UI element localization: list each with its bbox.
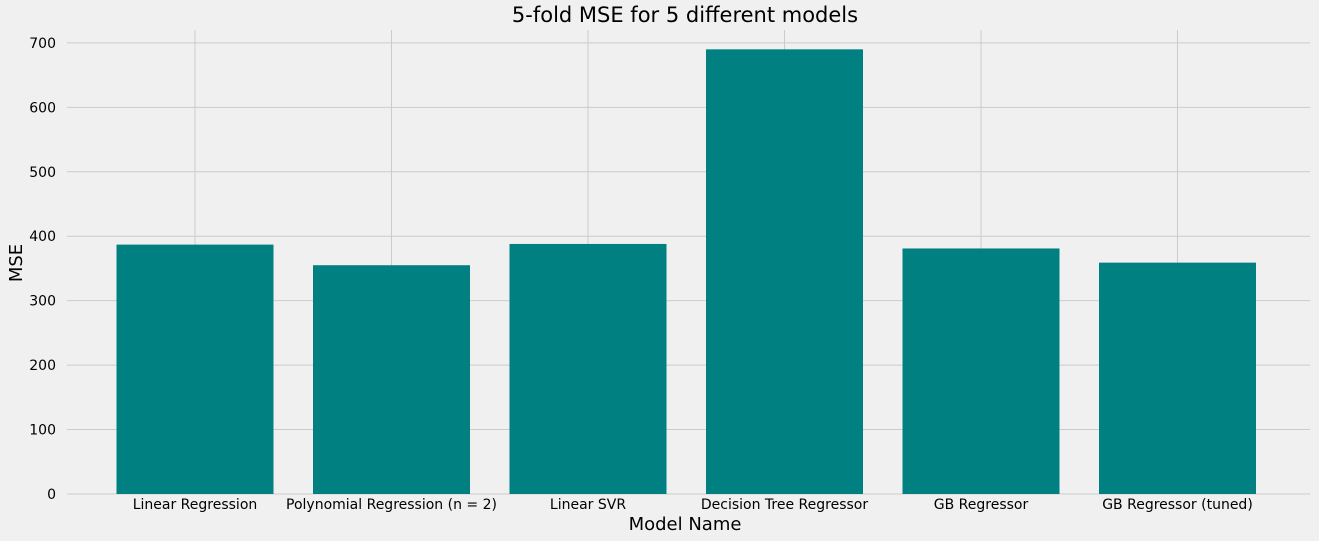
y-axis-label: MSE [6,244,27,282]
x-tick-label-1: Polynomial Regression (n = 2) [286,497,497,513]
y-tick-label-3: 300 [29,294,56,310]
x-tick-label-3: Decision Tree Regressor [701,497,868,513]
x-tick-label-2: Linear SVR [550,497,626,513]
bar-5 [1099,262,1256,494]
y-tick-label-1: 100 [29,423,56,439]
bar-0 [116,244,274,494]
bar-1 [313,265,470,494]
y-tick-label-4: 400 [29,229,56,245]
y-tick-label-5: 500 [29,165,56,181]
x-tick-label-5: GB Regressor (tuned) [1102,497,1253,513]
bars-layer [116,49,1256,494]
bar-2 [509,243,667,494]
chart-title: 5-fold MSE for 5 different models [512,3,858,27]
y-tick-label-2: 200 [29,358,56,374]
x-tick-label-4: GB Regressor [934,497,1029,513]
bar-4 [902,248,1060,494]
ticks-layer: 0 100 200 300 400 500 600 700 Linear Regression P… [29,36,1253,513]
x-tick-label-0: Linear Regression [133,497,258,513]
x-axis-label: Model Name [629,514,742,535]
bar-3 [706,49,863,494]
y-tick-label-7: 700 [29,36,56,52]
y-tick-label-6: 600 [29,100,56,116]
y-tick-label-0: 0 [47,487,56,503]
